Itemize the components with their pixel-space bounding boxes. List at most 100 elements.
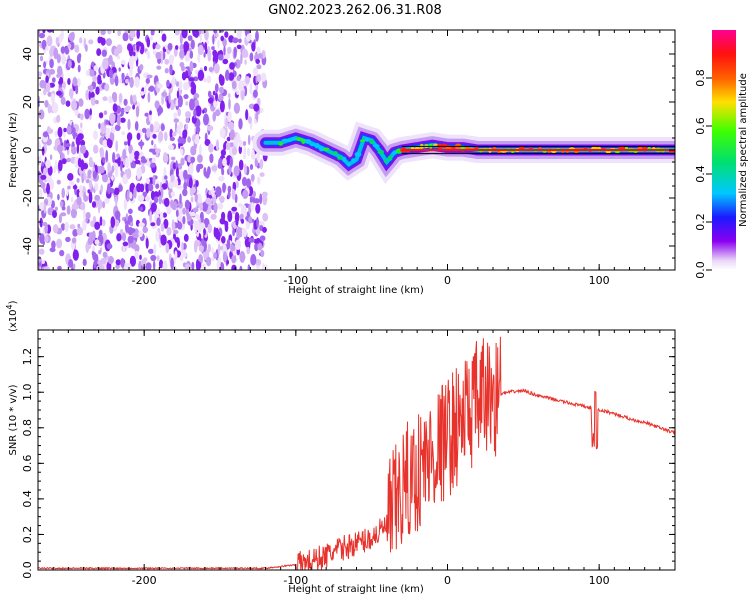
noise-cell: [213, 202, 218, 214]
noise-cell: [140, 158, 148, 164]
noise-cell: [142, 191, 148, 196]
noise-cell: [212, 90, 216, 96]
noise-cell: [127, 235, 134, 244]
noise-cell: [97, 260, 102, 265]
snr-scale-exp: 4: [5, 304, 14, 309]
noise-cell: [58, 159, 63, 172]
noise-cell: [129, 66, 133, 77]
noise-cell: [69, 180, 75, 186]
noise-cell: [149, 36, 153, 41]
noise-cell: [185, 117, 190, 123]
noise-cell: [118, 67, 121, 72]
noise-cell: [89, 108, 92, 116]
noise-cell: [139, 64, 144, 71]
noise-cell: [104, 83, 110, 92]
noise-cell: [232, 228, 236, 237]
noise-cell: [177, 163, 183, 170]
noise-cell: [56, 90, 62, 96]
noise-cell: [162, 260, 168, 270]
noise-cell: [249, 52, 254, 62]
noise-cell: [41, 146, 45, 156]
noise-cell: [218, 176, 224, 181]
noise-cell: [93, 144, 99, 154]
noise-cell: [224, 223, 229, 232]
noise-cell: [170, 174, 175, 183]
noise-cell: [190, 145, 197, 156]
noise-cell: [205, 197, 212, 205]
noise-cell: [122, 241, 129, 247]
noise-cell: [195, 220, 201, 231]
noise-cell: [168, 91, 171, 104]
spectrogram-xlabel: Height of straight line (km): [288, 285, 424, 296]
noise-cell: [56, 179, 61, 185]
noise-cell: [107, 30, 112, 35]
noise-cell: [145, 195, 150, 202]
noise-cell: [94, 221, 101, 230]
ridge-peak: [450, 146, 457, 149]
noise-cell: [90, 97, 96, 106]
noise-cell: [156, 255, 160, 261]
noise-cell: [92, 75, 98, 82]
colorbar-tick-label: 0.2: [694, 213, 707, 231]
noise-cell: [44, 100, 49, 108]
noise-cell: [203, 113, 209, 126]
noise-cell: [97, 202, 101, 214]
noise-cell: [230, 243, 234, 253]
noise-cell: [177, 221, 183, 230]
noise-cell: [203, 167, 207, 177]
noise-cell: [146, 127, 151, 138]
noise-cell: [148, 148, 155, 153]
noise-cell: [148, 248, 154, 254]
noise-cell: [84, 108, 90, 120]
noise-cell: [93, 65, 98, 72]
noise-cell: [88, 156, 93, 164]
noise-cell: [134, 121, 139, 131]
noise-cell: [244, 59, 247, 65]
noise-cell: [197, 44, 204, 56]
noise-cell: [163, 197, 170, 207]
noise-cell: [57, 126, 63, 138]
noise-cell: [77, 133, 84, 141]
noise-cell: [45, 81, 51, 93]
noise-cell: [173, 232, 176, 240]
noise-cell: [103, 110, 108, 115]
noise-cell: [174, 237, 180, 243]
noise-cell: [177, 108, 181, 117]
ridge-peak: [323, 147, 330, 151]
noise-cell: [240, 218, 245, 224]
noise-cell: [262, 193, 268, 206]
noise-cell: [223, 53, 230, 60]
noise-cell: [115, 140, 119, 152]
noise-cell: [75, 84, 79, 95]
noise-cell: [176, 90, 180, 99]
noise-cell: [219, 75, 225, 86]
noise-cell: [212, 111, 216, 122]
noise-cell: [164, 131, 168, 142]
noise-cell: [76, 142, 80, 154]
noise-cell: [145, 177, 150, 185]
noise-cell: [136, 43, 140, 52]
noise-cell: [114, 187, 120, 196]
noise-cell: [71, 146, 77, 155]
noise-cell: [211, 46, 215, 51]
noise-cell: [236, 90, 240, 95]
noise-cell: [102, 173, 108, 183]
noise-cell: [123, 198, 128, 211]
noise-cell: [190, 196, 194, 203]
noise-cell: [229, 62, 235, 70]
noise-cell: [195, 125, 201, 134]
noise-cell: [203, 65, 208, 72]
noise-cell: [202, 78, 208, 83]
ridge-peak: [365, 138, 370, 142]
noise-cell: [45, 46, 49, 51]
noise-cell: [177, 137, 183, 144]
noise-cell: [217, 243, 221, 256]
noise-cell: [153, 196, 159, 204]
noise-cell: [102, 157, 106, 163]
noise-cell: [151, 157, 156, 164]
noise-cell: [255, 30, 259, 42]
y-tick-label: 1.2: [21, 348, 34, 366]
noise-cell: [168, 144, 174, 151]
noise-cell: [47, 165, 53, 176]
noise-cell: [155, 148, 161, 154]
